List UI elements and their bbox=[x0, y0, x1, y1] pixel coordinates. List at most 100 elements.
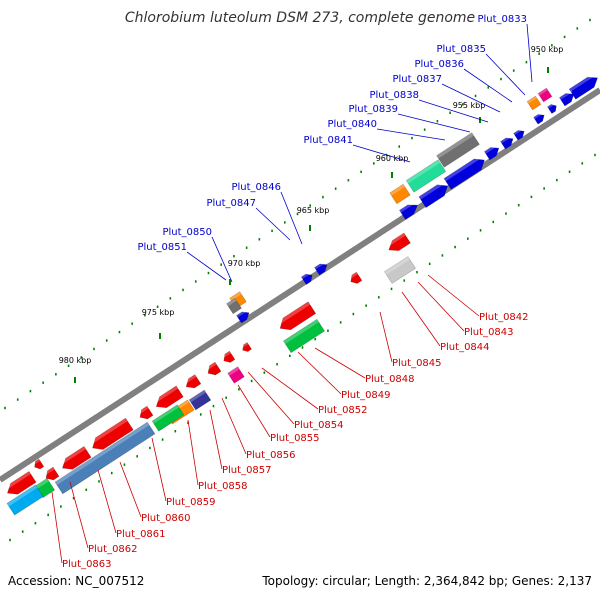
gene-plut-0856b bbox=[188, 389, 212, 411]
gene-label-reverse: Plut_0863 bbox=[62, 559, 112, 570]
gene-label-reverse: Plut_0852 bbox=[318, 405, 368, 416]
label-leader bbox=[463, 68, 513, 103]
gene-label-forward: Plut_0835 bbox=[436, 44, 486, 55]
gene-plut-0858 bbox=[136, 405, 154, 420]
gene-plut-0842 bbox=[385, 232, 411, 251]
gene-label-reverse: Plut_0843 bbox=[464, 327, 514, 338]
gene-plut-0854 bbox=[221, 350, 236, 363]
gene-plut-0843 bbox=[384, 256, 416, 284]
gene-plut-0846 bbox=[314, 260, 328, 276]
gene-label-forward: Plut_0841 bbox=[303, 135, 353, 146]
label-leader bbox=[376, 128, 446, 141]
kbp-scale: 950 kbp 955 kbp 960 kbp 965 kbp 970 kbp 975 k… bbox=[59, 45, 564, 383]
label-leader bbox=[151, 437, 167, 502]
kbp-label: 960 kbp bbox=[376, 154, 409, 163]
gene-plut-0853 bbox=[227, 366, 245, 384]
gene-plut-0863 bbox=[3, 470, 37, 495]
gene-label-forward: Plut_0836 bbox=[414, 59, 464, 70]
gene-label-reverse: Plut_0854 bbox=[294, 420, 344, 431]
map-title: Chlorobium luteolum DSM 273, complete ge… bbox=[124, 10, 476, 26]
gene-label-reverse: Plut_0842 bbox=[479, 312, 529, 323]
label-leader bbox=[417, 281, 465, 332]
label-leader bbox=[441, 83, 501, 113]
gene-label-reverse: Plut_0860 bbox=[141, 513, 191, 524]
gene-plut-0841b bbox=[399, 200, 418, 220]
label-leader bbox=[261, 367, 319, 410]
gene-plut-0834 bbox=[558, 89, 575, 107]
gene-label-reverse: Plut_0855 bbox=[270, 433, 320, 444]
label-leader bbox=[97, 469, 117, 534]
label-leader bbox=[379, 311, 393, 363]
gene-plut-0838b bbox=[436, 132, 480, 168]
gene-plut-0862b bbox=[6, 484, 44, 516]
label-leader bbox=[397, 113, 471, 133]
gene-labels: Plut_0833 Plut_0835 Plut_0836 Plut_0837 Plut… bbox=[62, 14, 529, 570]
gene-plut-0849 bbox=[282, 318, 326, 354]
label-leader bbox=[401, 291, 441, 347]
label-leader bbox=[352, 144, 411, 163]
gene-label-reverse: Plut_0861 bbox=[116, 529, 166, 540]
gene-plut-0860 bbox=[58, 445, 92, 470]
kbp-label: 965 kbp bbox=[297, 206, 330, 215]
gene-label-reverse: Plut_0849 bbox=[341, 390, 391, 401]
label-leader bbox=[255, 207, 291, 241]
gene-plut-0841 bbox=[418, 180, 448, 209]
gene-plut-0835 bbox=[547, 102, 557, 114]
gene-label-forward: Plut_0847 bbox=[206, 198, 256, 209]
gene-plut-0857 bbox=[152, 385, 184, 409]
gene-plut-0847 bbox=[300, 271, 313, 285]
label-leader bbox=[418, 99, 489, 123]
gene-label-forward: Plut_0850 bbox=[162, 227, 212, 238]
gene-label-forward: Plut_0838 bbox=[369, 90, 419, 101]
gene-plut-0845 bbox=[348, 271, 363, 284]
gene-plut-0833 bbox=[568, 72, 598, 100]
label-leader bbox=[485, 53, 526, 96]
gene-plut-0839b bbox=[405, 159, 447, 193]
gene-plut-0834b bbox=[526, 95, 542, 111]
label-leader bbox=[237, 384, 271, 438]
kbp-label: 955 kbp bbox=[453, 101, 486, 110]
gene-label-forward: Plut_0846 bbox=[231, 182, 281, 193]
gene-plut-0859 bbox=[88, 417, 134, 450]
kbp-label: 950 kbp bbox=[531, 45, 564, 54]
gene-label-reverse: Plut_0856 bbox=[246, 450, 296, 461]
gene-label-reverse: Plut_0859 bbox=[166, 497, 216, 508]
gene-label-forward: Plut_0837 bbox=[392, 74, 442, 85]
gene-label-reverse: Plut_0845 bbox=[392, 358, 442, 369]
kbp-label: 980 kbp bbox=[59, 356, 92, 365]
gene-label-forward: Plut_0833 bbox=[477, 14, 527, 25]
gene-plut-0855 bbox=[204, 361, 222, 376]
label-leader bbox=[314, 347, 366, 379]
label-leader bbox=[187, 419, 199, 486]
gene-plut-0840 bbox=[443, 154, 485, 190]
gene-plut-0850 bbox=[236, 308, 250, 324]
label-leader bbox=[221, 397, 247, 455]
gene-plut-0839 bbox=[483, 143, 500, 161]
label-leader bbox=[427, 274, 480, 317]
label-leader bbox=[119, 461, 142, 518]
gene-label-reverse: Plut_0857 bbox=[222, 465, 272, 476]
label-leader bbox=[51, 491, 63, 564]
label-leader bbox=[297, 351, 342, 395]
label-leader bbox=[69, 481, 89, 549]
gene-label-reverse: Plut_0844 bbox=[440, 342, 490, 353]
gene-label-reverse: Plut_0862 bbox=[88, 544, 138, 555]
gene-plut-0862 bbox=[32, 458, 45, 470]
gene-plut-0838 bbox=[500, 134, 514, 150]
label-leaders bbox=[51, 23, 533, 564]
gene-plut-0856 bbox=[183, 374, 202, 389]
gene-plut-0840b bbox=[389, 183, 411, 205]
gene-plut-0852 bbox=[240, 342, 252, 352]
gene-plut-0833b bbox=[537, 87, 553, 103]
gene-plut-0836 bbox=[533, 111, 545, 125]
gene-plut-0859b bbox=[54, 421, 156, 495]
gene-label-forward: Plut_0839 bbox=[348, 104, 398, 115]
gene-label-forward: Plut_0840 bbox=[327, 119, 377, 130]
gene-label-reverse: Plut_0848 bbox=[365, 374, 415, 385]
gene-label-reverse: Plut_0858 bbox=[198, 481, 248, 492]
label-leader bbox=[247, 371, 295, 425]
tick-marks bbox=[4, 18, 596, 542]
label-leader bbox=[211, 236, 233, 283]
accession-text: Accession: NC_007512 bbox=[8, 574, 145, 588]
